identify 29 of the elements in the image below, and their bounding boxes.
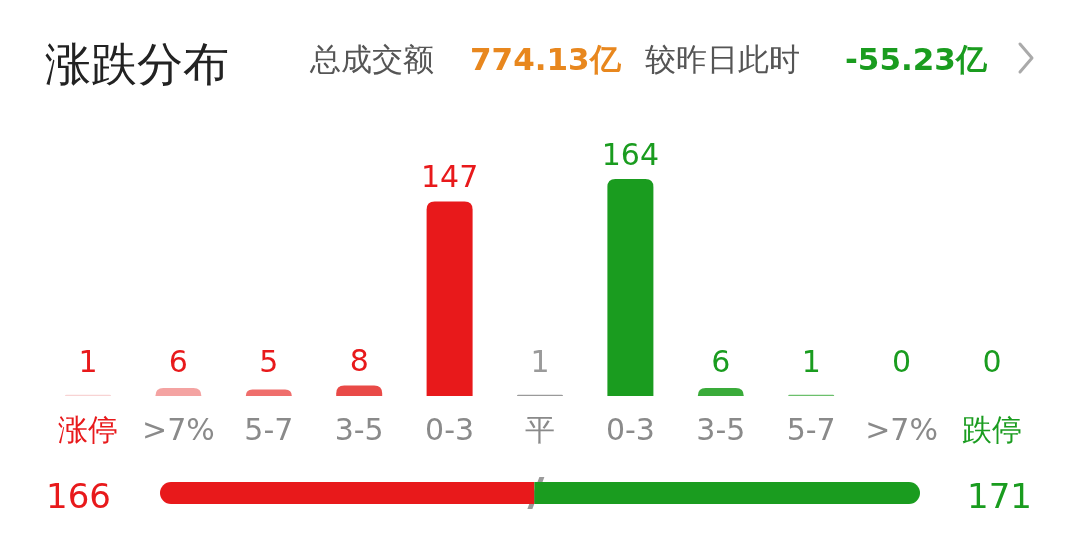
data-label: 171 <box>967 476 1032 516</box>
x-tick-label: 0-3 <box>605 412 655 447</box>
data-label: 1 <box>78 344 98 379</box>
data-label: 147 <box>420 159 479 195</box>
data-label: 164 <box>601 137 660 172</box>
x-tick-label: 3-5 <box>334 412 384 447</box>
data-label: 6 <box>711 344 731 379</box>
data-label: 0 <box>892 344 912 379</box>
chart-title: 涨跌分布 <box>45 37 229 91</box>
x-tick-label: 跌停 <box>962 412 1022 447</box>
x-tick-label: 平 <box>525 412 555 447</box>
data-label: 1 <box>530 344 550 379</box>
data-label: 0 <box>982 344 1002 379</box>
x-tick-label: 涨停 <box>58 412 118 447</box>
text: 774.13亿 <box>470 41 622 77</box>
x-tick-label: >7% <box>865 412 938 447</box>
data-label: 6 <box>168 344 188 379</box>
text: 较昨日此时 <box>645 41 800 77</box>
x-tick-label: >7% <box>142 412 215 447</box>
x-tick-label: 5-7 <box>786 412 836 447</box>
data-label: 1 <box>801 344 821 379</box>
text: 总成交额 <box>309 41 434 77</box>
text: -55.23亿 <box>845 41 988 77</box>
data-label: 5 <box>259 344 279 379</box>
data-label: 8 <box>349 343 369 379</box>
x-tick-label: 3-5 <box>696 412 746 447</box>
x-tick-label: 0-3 <box>425 412 475 447</box>
x-tick-label: 5-7 <box>244 412 294 447</box>
data-label: 166 <box>46 476 111 516</box>
